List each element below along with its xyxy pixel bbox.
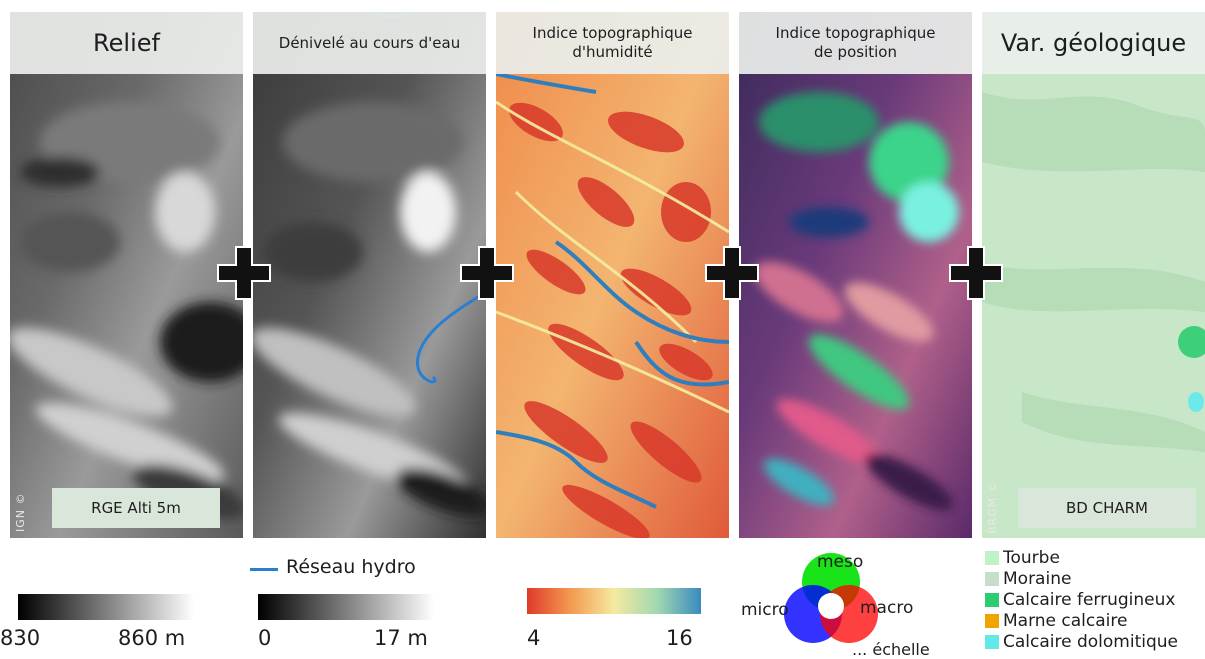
geologie-title: Var. géologique — [1000, 29, 1187, 57]
plus-icon — [216, 245, 272, 301]
plus-icon — [459, 245, 515, 301]
humidite-title-line2: d'humidité — [572, 43, 653, 61]
humidite-max-label: 16 — [666, 626, 693, 650]
geologie-map — [982, 12, 1205, 538]
relief-max-label: 860 m — [118, 626, 186, 650]
geologie-label: Moraine — [1003, 569, 1072, 589]
geologie-label: Calcaire dolomitique — [1003, 632, 1178, 652]
denivele-panel: Dénivelé au cours d'eau — [253, 12, 486, 538]
source-badge: BD CHARM — [1018, 488, 1196, 528]
panel-title: Indice topographique d'humidité — [496, 12, 729, 74]
geologie-swatch — [985, 593, 999, 607]
plus-icon — [948, 245, 1004, 301]
rgb-venn-icon — [784, 553, 878, 643]
geologie-swatch — [985, 614, 999, 628]
micro-label: micro — [741, 600, 789, 620]
denivele-colorbar — [258, 594, 434, 620]
plus-icon — [704, 245, 760, 301]
position-title-line2: de position — [814, 43, 897, 61]
panel-title: Var. géologique — [982, 12, 1205, 74]
humidite-title-line1: Indice topographique — [532, 24, 693, 43]
position-panel: Indice topographique de position — [739, 12, 972, 538]
panel-title: Relief — [10, 12, 243, 74]
position-title-line1: Indice topographique — [775, 24, 936, 43]
panel-title: Dénivelé au cours d'eau — [253, 12, 486, 74]
geologie-swatch — [985, 635, 999, 649]
geologie-swatch — [985, 572, 999, 586]
geologie-label: Tourbe — [1003, 548, 1060, 568]
macro-label: macro — [860, 598, 914, 618]
echelle-label: ... échelle — [852, 640, 930, 659]
humidite-map — [496, 12, 729, 538]
denivele-max-label: 17 m — [374, 626, 428, 650]
hydro-legend-label: Réseau hydro — [286, 556, 416, 578]
relief-min-label: 830 — [0, 626, 41, 650]
source-badge: RGE Alti 5m — [52, 488, 220, 528]
geologie-swatch — [985, 551, 999, 565]
relief-panel: Relief RGE Alti 5m IGN © — [10, 12, 243, 538]
position-map — [739, 12, 972, 538]
relief-map — [10, 12, 243, 538]
geologie-panel: Var. géologique BD CHARM BRGM © — [982, 12, 1205, 538]
credit-text: BRGM © — [986, 480, 999, 534]
denivele-map — [253, 12, 486, 538]
humidite-colorbar — [527, 588, 701, 614]
denivele-title: Dénivelé au cours d'eau — [278, 33, 461, 52]
humidite-min-label: 4 — [527, 626, 541, 650]
relief-colorbar — [18, 594, 194, 620]
hydro-line-swatch — [250, 568, 278, 571]
humidite-panel: Indice topographique d'humidité — [496, 12, 729, 538]
panel-title: Indice topographique de position — [739, 12, 972, 74]
geologie-label: Marne calcaire — [1003, 611, 1128, 631]
denivele-min-label: 0 — [258, 626, 272, 650]
credit-text: IGN © — [14, 492, 27, 533]
geologie-label: Calcaire ferrugineux — [1003, 590, 1176, 610]
meso-label: meso — [817, 552, 864, 572]
relief-title: Relief — [93, 29, 160, 57]
